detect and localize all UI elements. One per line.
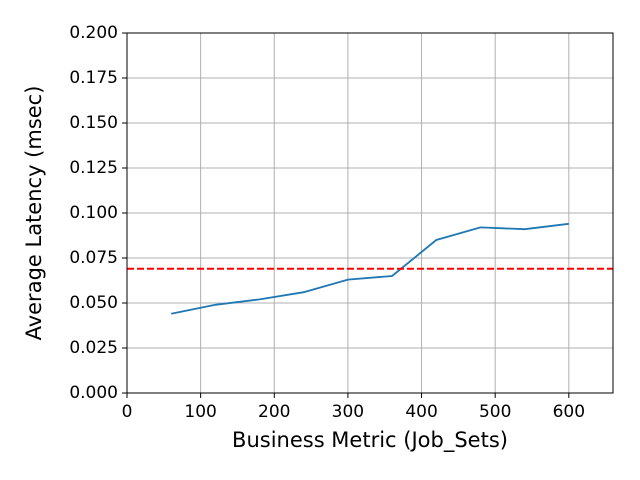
- y-tick-label: 0.150: [69, 113, 118, 133]
- y-axis-label: Average Latency (msec): [22, 86, 46, 341]
- y-tick-label: 0.100: [69, 203, 118, 223]
- x-tick-label: 300: [332, 402, 364, 422]
- x-tick-label: 0: [122, 402, 133, 422]
- y-tick-label: 0.050: [69, 293, 118, 313]
- plot-frame: [126, 32, 614, 394]
- y-tick-label: 0.025: [69, 338, 118, 358]
- x-tick-label: 400: [405, 402, 437, 422]
- y-tick-label: 0.175: [69, 68, 118, 88]
- x-tick-label: 200: [258, 402, 290, 422]
- x-tick-label: 600: [553, 402, 585, 422]
- y-tick-label: 0.075: [69, 248, 118, 268]
- y-tick-label: 0.200: [69, 23, 118, 43]
- x-axis-label: Business Metric (Job_Sets): [232, 428, 508, 453]
- y-tick-label: 0.000: [69, 383, 118, 403]
- x-tick-label: 100: [184, 402, 216, 422]
- data-line: [171, 222, 569, 315]
- x-tick-label: 500: [479, 402, 511, 422]
- y-tick-label: 0.125: [69, 158, 118, 178]
